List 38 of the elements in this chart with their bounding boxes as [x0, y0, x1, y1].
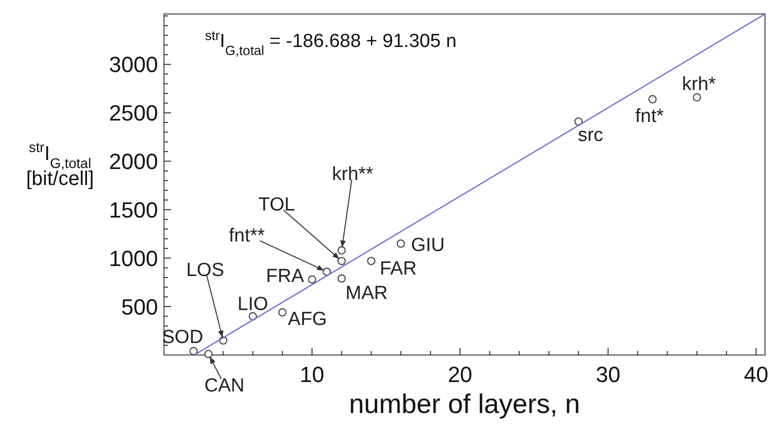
point — [204, 350, 213, 358]
point — [189, 346, 198, 356]
y-tick-label: 1000 — [109, 246, 158, 271]
annotation: krh* — [682, 74, 716, 95]
annotation: src — [578, 125, 604, 146]
annotation: fnt** — [228, 225, 266, 246]
point — [396, 239, 406, 248]
point — [648, 95, 657, 104]
annotation: GIU — [410, 235, 445, 256]
point — [692, 93, 702, 102]
y-tick-label: 1500 — [109, 197, 158, 222]
x-tick-label: 30 — [596, 362, 620, 387]
point — [337, 274, 346, 283]
point — [278, 308, 287, 317]
point — [337, 256, 346, 266]
annotation: AFG — [288, 309, 327, 330]
x-tick-label: 20 — [448, 362, 472, 387]
y-axis-title: $^{str}$I$_{G,total}$ [bit/cell] — [26, 139, 94, 190]
point — [337, 246, 346, 255]
x-tick-label: 40 — [744, 362, 768, 387]
x-axis-title: number of layers, n — [348, 389, 580, 419]
point — [367, 256, 376, 266]
annotation: LIO — [238, 294, 268, 315]
annotation: FRA — [266, 266, 304, 288]
x-tick-label: 10 — [300, 362, 324, 387]
annotation: MAR — [346, 283, 388, 304]
y-tick-label: 500 — [121, 294, 158, 320]
annotation: TOL — [258, 194, 295, 216]
y-tick-label: 3000 — [109, 52, 158, 78]
annotation: krh** — [332, 164, 374, 186]
annotation: CAN — [204, 376, 244, 397]
point — [308, 275, 316, 284]
annotation: fnt* — [635, 106, 664, 127]
text: $^{str}$I$_{G,total}$ = -186.688 + 91.305 n — [205, 28, 457, 58]
y-tick-label: 2000 — [109, 148, 158, 174]
annotation: LOS — [186, 260, 224, 282]
y-tick-label: 2500 — [109, 100, 158, 126]
annotation: FAR — [380, 258, 417, 280]
